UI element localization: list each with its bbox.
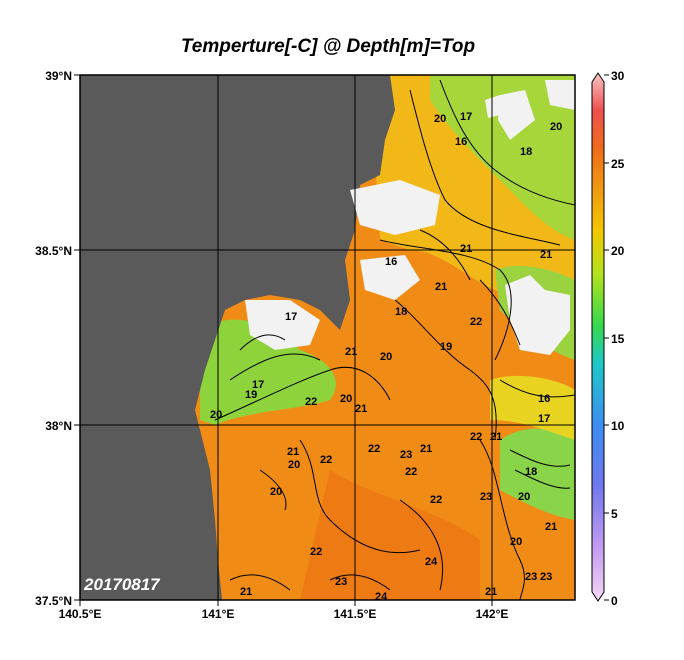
contour-label: 20 — [518, 491, 530, 503]
contour-label: 21 — [540, 249, 552, 261]
contour-label: 20 — [434, 113, 446, 125]
contour-label: 19 — [245, 389, 257, 401]
contour-label: 20 — [270, 486, 282, 498]
lat-label: 38°N — [45, 419, 72, 433]
colorbar: 30 25 20 15 10 5 0 — [591, 69, 625, 608]
green-zone-coast — [200, 319, 336, 425]
lon-label: 141°E — [202, 607, 235, 621]
lon-label: 141.5°E — [334, 607, 377, 621]
colorbar-tick-label: 30 — [611, 69, 625, 83]
contour-lines — [214, 79, 575, 600]
green-zone-north — [430, 75, 575, 240]
colorbar-tick-label: 15 — [611, 332, 625, 346]
contour-label: 20 — [210, 409, 222, 421]
grid — [80, 75, 575, 600]
contour-label: 21 — [545, 521, 557, 533]
contour-label: 20 — [380, 351, 392, 363]
yellow-zone-east — [490, 375, 575, 440]
contour-label: 22 — [320, 454, 332, 466]
contour-label: 22 — [470, 316, 482, 328]
contour-label: 21 — [345, 346, 357, 358]
contour-label: 23 — [540, 571, 552, 583]
contour-label: 19 — [440, 341, 452, 353]
contour-label: 21 — [355, 403, 367, 415]
contour-label: 18 — [395, 306, 407, 318]
contour-label: 20 — [340, 393, 352, 405]
contour-label: 17 — [285, 311, 297, 323]
lat-label: 38.5°N — [35, 244, 72, 258]
contour-label: 21 — [485, 586, 497, 598]
lat-label: 39°N — [45, 69, 72, 83]
contour-label: 18 — [520, 146, 532, 158]
colorbar-tick-label: 5 — [611, 507, 618, 521]
contour-label: 20 — [550, 121, 562, 133]
contour-label: 16 — [538, 393, 550, 405]
contour-label: 16 — [385, 256, 397, 268]
contour-label: 24 — [425, 556, 438, 568]
watermark: Ocean Data View — [578, 507, 588, 580]
contour-label: 22 — [405, 466, 417, 478]
contour-label: 21 — [460, 243, 472, 255]
contour-label: 23 — [480, 491, 492, 503]
contour-label: 17 — [460, 111, 472, 123]
colorbar-body — [591, 72, 605, 602]
contour-label: 21 — [420, 443, 432, 455]
contour-label: 24 — [375, 591, 388, 603]
green-zone-east — [500, 428, 575, 520]
contour-label: 21 — [435, 281, 447, 293]
colorbar-tick-label: 10 — [611, 419, 625, 433]
date-stamp: 20170817 — [83, 575, 161, 594]
contour-label: 20 — [288, 459, 300, 471]
contour-label: 22 — [305, 396, 317, 408]
warm-zone — [300, 470, 480, 600]
contour-label: 21 — [287, 446, 299, 458]
colorbar-tick-label: 0 — [611, 594, 618, 608]
contour-label: 21 — [490, 431, 502, 443]
lon-label: 140.5°E — [59, 607, 102, 621]
plot-frame — [79, 74, 576, 601]
colorbar-tick-label: 25 — [611, 157, 625, 171]
contour-label-group: 20 17 16 18 20 21 21 16 18 20 21 19 17 1… — [210, 111, 562, 603]
contour-label: 23 — [400, 449, 412, 461]
colorbar-tick-label: 20 — [611, 244, 625, 258]
map-field: 20 17 16 18 20 21 21 16 18 20 21 19 17 1… — [80, 75, 588, 603]
contour-label: 17 — [252, 379, 264, 391]
contour-label: 22 — [310, 546, 322, 558]
contour-label: 22 — [368, 443, 380, 455]
lat-label: 37.5°N — [35, 594, 72, 608]
contour-label: 22 — [430, 494, 442, 506]
nodata-patches — [245, 80, 575, 355]
contour-label: 20 — [510, 536, 522, 548]
contour-label: 23 — [335, 576, 347, 588]
axis-ticks — [74, 74, 493, 606]
lon-label: 142°E — [476, 607, 509, 621]
contour-label: 16 — [455, 136, 467, 148]
contour-label: 22 — [470, 431, 482, 443]
land — [80, 75, 395, 600]
contour-label: 23 — [525, 571, 537, 583]
contour-label: 21 — [240, 586, 252, 598]
chart-title: Temperture[-C] @ Depth[m]=Top — [180, 36, 476, 57]
contour-label: 17 — [538, 413, 550, 425]
contour-label: 18 — [525, 466, 537, 478]
